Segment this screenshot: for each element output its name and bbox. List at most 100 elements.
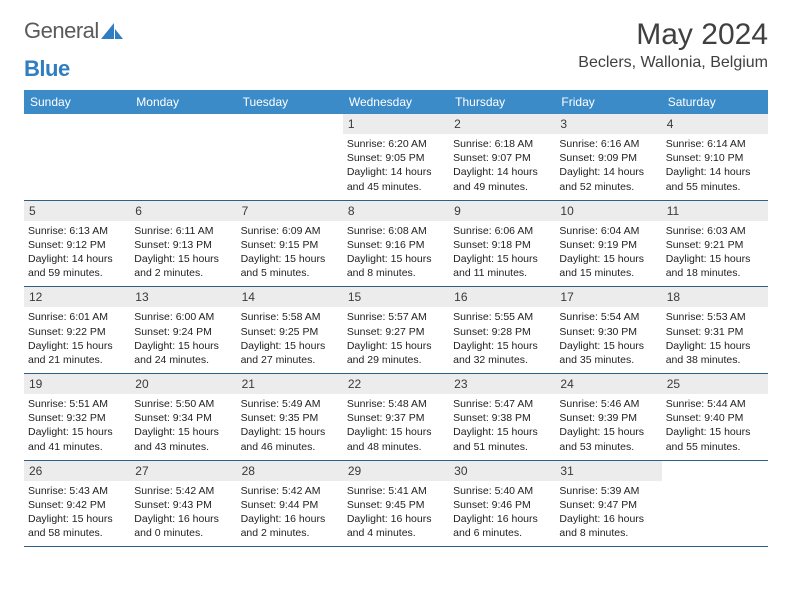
day-body: Sunrise: 6:01 AMSunset: 9:22 PMDaylight:… <box>28 310 126 367</box>
day-cell: 2Sunrise: 6:18 AMSunset: 9:07 PMDaylight… <box>449 114 555 200</box>
day-body: Sunrise: 5:43 AMSunset: 9:42 PMDaylight:… <box>28 484 126 541</box>
day-number: 13 <box>130 287 236 307</box>
calendar-weeks: 1 Sunrise: 6:20 AMSunset: 9:05 PMDaylight… <box>24 114 768 547</box>
day-cell: 14 Sunrise: 5:58 AMSunset: 9:25 PMDayligh… <box>237 287 343 373</box>
day-cell: 27 Sunrise: 5:42 AMSunset: 9:43 PMDayligh… <box>130 461 236 547</box>
day-cell: 29 Sunrise: 5:41 AMSunset: 9:45 PMDayligh… <box>343 461 449 547</box>
day-cell: 19 Sunrise: 5:51 AMSunset: 9:32 PMDayligh… <box>24 374 130 460</box>
day-cell: 20 Sunrise: 5:50 AMSunset: 9:34 PMDayligh… <box>130 374 236 460</box>
day-number: 17 <box>555 287 661 307</box>
day-body: Sunrise: 5:50 AMSunset: 9:34 PMDaylight:… <box>134 397 232 454</box>
day-body: Sunrise: 5:57 AMSunset: 9:27 PMDaylight:… <box>347 310 445 367</box>
day-cell: 18 Sunrise: 5:53 AMSunset: 9:31 PMDayligh… <box>662 287 768 373</box>
day-body: Sunrise: 5:58 AMSunset: 9:25 PMDaylight:… <box>241 310 339 367</box>
day-number: 26 <box>24 461 130 481</box>
day-number: 20 <box>130 374 236 394</box>
day-body: Sunrise: 5:44 AMSunset: 9:40 PMDaylight:… <box>666 397 764 454</box>
dow-cell: Saturday <box>662 90 768 114</box>
day-body: Sunrise: 5:47 AMSunset: 9:38 PMDaylight:… <box>453 397 551 454</box>
empty-cell <box>24 114 130 200</box>
logo: General <box>24 18 125 44</box>
dow-cell: Sunday <box>24 90 130 114</box>
day-number: 9 <box>449 201 555 221</box>
day-number: 7 <box>237 201 343 221</box>
day-body: Sunrise: 5:46 AMSunset: 9:39 PMDaylight:… <box>559 397 657 454</box>
day-body: Sunrise: 5:53 AMSunset: 9:31 PMDaylight:… <box>666 310 764 367</box>
location-text: Beclers, Wallonia, Belgium <box>578 54 768 72</box>
day-number: 18 <box>662 287 768 307</box>
day-cell: 30 Sunrise: 5:40 AMSunset: 9:46 PMDayligh… <box>449 461 555 547</box>
day-cell: 3Sunrise: 6:16 AMSunset: 9:09 PMDaylight… <box>555 114 661 200</box>
day-number: 3 <box>555 114 661 134</box>
day-body: Sunrise: 5:40 AMSunset: 9:46 PMDaylight:… <box>453 484 551 541</box>
day-cell: 6Sunrise: 6:11 AMSunset: 9:13 PMDaylight… <box>130 201 236 287</box>
day-body: Sunrise: 6:20 AMSunset: 9:05 PMDaylight:… <box>347 137 445 194</box>
day-body: Sunrise: 5:41 AMSunset: 9:45 PMDaylight:… <box>347 484 445 541</box>
dow-cell: Monday <box>130 90 236 114</box>
day-cell: 13 Sunrise: 6:00 AMSunset: 9:24 PMDayligh… <box>130 287 236 373</box>
calendar-table: SundayMondayTuesdayWednesdayThursdayFrid… <box>24 90 768 547</box>
day-body: Sunrise: 5:55 AMSunset: 9:28 PMDaylight:… <box>453 310 551 367</box>
day-number: 27 <box>130 461 236 481</box>
day-number: 11 <box>662 201 768 221</box>
day-number: 29 <box>343 461 449 481</box>
dow-cell: Thursday <box>449 90 555 114</box>
day-cell: 10 Sunrise: 6:04 AMSunset: 9:19 PMDayligh… <box>555 201 661 287</box>
day-number: 8 <box>343 201 449 221</box>
day-number: 31 <box>555 461 661 481</box>
dow-cell: Friday <box>555 90 661 114</box>
day-number: 19 <box>24 374 130 394</box>
day-number: 6 <box>130 201 236 221</box>
day-number: 10 <box>555 201 661 221</box>
dow-cell: Wednesday <box>343 90 449 114</box>
day-cell: 31 Sunrise: 5:39 AMSunset: 9:47 PMDayligh… <box>555 461 661 547</box>
calendar-page: General May 2024 Beclers, Wallonia, Belg… <box>0 0 792 547</box>
day-number: 12 <box>24 287 130 307</box>
day-number: 16 <box>449 287 555 307</box>
day-body: Sunrise: 6:04 AMSunset: 9:19 PMDaylight:… <box>559 224 657 281</box>
week-row: 19 Sunrise: 5:51 AMSunset: 9:32 PMDayligh… <box>24 374 768 461</box>
day-cell: 12 Sunrise: 6:01 AMSunset: 9:22 PMDayligh… <box>24 287 130 373</box>
day-cell: 1 Sunrise: 6:20 AMSunset: 9:05 PMDaylight… <box>343 114 449 200</box>
week-row: 26 Sunrise: 5:43 AMSunset: 9:42 PMDayligh… <box>24 461 768 548</box>
day-body: Sunrise: 6:08 AMSunset: 9:16 PMDaylight:… <box>347 224 445 281</box>
day-cell: 17 Sunrise: 5:54 AMSunset: 9:30 PMDayligh… <box>555 287 661 373</box>
day-cell: 11 Sunrise: 6:03 AMSunset: 9:21 PMDayligh… <box>662 201 768 287</box>
day-number: 30 <box>449 461 555 481</box>
day-number: 4 <box>662 114 768 134</box>
title-block: May 2024 Beclers, Wallonia, Belgium <box>578 18 768 72</box>
day-body: Sunrise: 6:09 AMSunset: 9:15 PMDaylight:… <box>241 224 339 281</box>
day-cell: 15 Sunrise: 5:57 AMSunset: 9:27 PMDayligh… <box>343 287 449 373</box>
day-body: Sunrise: 6:06 AMSunset: 9:18 PMDaylight:… <box>453 224 551 281</box>
day-number: 1 <box>343 114 449 134</box>
day-cell: 7 Sunrise: 6:09 AMSunset: 9:15 PMDaylight… <box>237 201 343 287</box>
day-cell: 26 Sunrise: 5:43 AMSunset: 9:42 PMDayligh… <box>24 461 130 547</box>
day-body: Sunrise: 5:42 AMSunset: 9:43 PMDaylight:… <box>134 484 232 541</box>
day-number: 15 <box>343 287 449 307</box>
day-number: 22 <box>343 374 449 394</box>
day-number: 23 <box>449 374 555 394</box>
day-body: Sunrise: 5:49 AMSunset: 9:35 PMDaylight:… <box>241 397 339 454</box>
day-body: Sunrise: 5:39 AMSunset: 9:47 PMDaylight:… <box>559 484 657 541</box>
day-body: Sunrise: 6:03 AMSunset: 9:21 PMDaylight:… <box>666 224 764 281</box>
day-body: Sunrise: 6:00 AMSunset: 9:24 PMDaylight:… <box>134 310 232 367</box>
empty-cell <box>662 461 768 547</box>
day-number: 5 <box>24 201 130 221</box>
day-cell: 9 Sunrise: 6:06 AMSunset: 9:18 PMDaylight… <box>449 201 555 287</box>
week-row: 12 Sunrise: 6:01 AMSunset: 9:22 PMDayligh… <box>24 287 768 374</box>
day-of-week-row: SundayMondayTuesdayWednesdayThursdayFrid… <box>24 90 768 114</box>
day-body: Sunrise: 5:51 AMSunset: 9:32 PMDaylight:… <box>28 397 126 454</box>
day-body: Sunrise: 5:42 AMSunset: 9:44 PMDaylight:… <box>241 484 339 541</box>
empty-cell <box>237 114 343 200</box>
day-number: 24 <box>555 374 661 394</box>
day-body: Sunrise: 6:13 AMSunset: 9:12 PMDaylight:… <box>28 224 126 281</box>
day-number: 21 <box>237 374 343 394</box>
day-cell: 16 Sunrise: 5:55 AMSunset: 9:28 PMDayligh… <box>449 287 555 373</box>
day-cell: 8 Sunrise: 6:08 AMSunset: 9:16 PMDaylight… <box>343 201 449 287</box>
day-body: Sunrise: 5:54 AMSunset: 9:30 PMDaylight:… <box>559 310 657 367</box>
day-body: Sunrise: 6:14 AMSunset: 9:10 PMDaylight:… <box>666 137 764 194</box>
day-number: 2 <box>449 114 555 134</box>
day-body: Sunrise: 5:48 AMSunset: 9:37 PMDaylight:… <box>347 397 445 454</box>
day-cell: 21 Sunrise: 5:49 AMSunset: 9:35 PMDayligh… <box>237 374 343 460</box>
day-number: 14 <box>237 287 343 307</box>
